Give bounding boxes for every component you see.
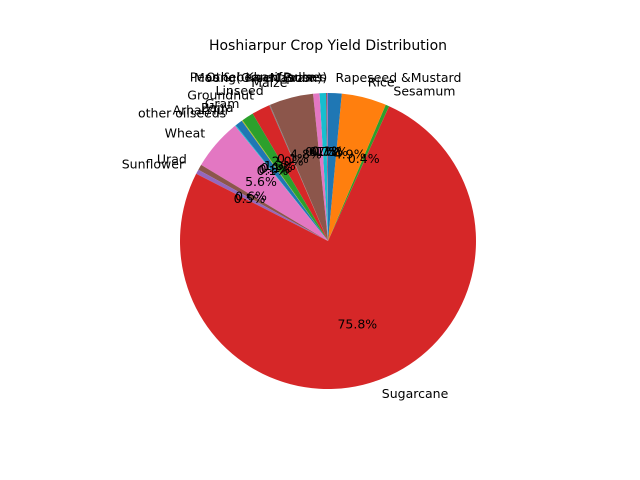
pie-slices (179, 92, 476, 390)
chart-title: Hoshiarpur Crop Yield Distribution (209, 38, 447, 54)
slice-percent-urad: 0.6% (235, 188, 267, 203)
slice-percent-arhar-tur: 0.8% (259, 162, 291, 177)
slice-percent-masoor: 0.7% (305, 144, 337, 159)
slice-percent-groundnut: 2.0% (272, 153, 304, 168)
slice-label-sunflower: Sunflower (122, 156, 185, 171)
slice-percent-rapeseed-mustard: 1.5% (316, 144, 348, 159)
slice-percent-rice: 4.9% (334, 146, 366, 161)
pie-slice-sunflower (196, 169, 328, 241)
slice-percent-linseed: 0.1% (277, 151, 309, 166)
slice-label-masoor: Masoor (270, 70, 316, 85)
pie-slice-masoor (313, 93, 328, 242)
slice-label-moong-green-gram: Moong(Green Gram) (194, 70, 322, 85)
slice-percent-moong-green-gram: 0.7% (309, 144, 341, 159)
pie-slice-peas-beans-pulses (326, 92, 328, 242)
slice-label-other-oilseeds: other oilseeds (138, 106, 226, 121)
slice-label-sugarcane: Sugarcane (382, 386, 449, 401)
pie-slice-groundnut (252, 105, 328, 242)
slice-label-bajra: Bajra (201, 100, 234, 115)
slice-percent-other-kharif-pulses: 0.1% (311, 144, 343, 159)
slice-label-arhar-tur: Arhar/Tur (173, 103, 231, 118)
slice-label-urad: Urad (157, 151, 187, 166)
slice-percent-maize: 4.8% (290, 147, 322, 162)
slice-label-rapeseed-mustard: Rapeseed &Mustard (336, 70, 462, 85)
pie-slice-gram (242, 113, 328, 241)
slice-label-maize: Maize (251, 75, 287, 90)
slice-label-linseed: Linseed (216, 83, 264, 98)
slice-label-sesamum: Sesamum (393, 83, 455, 98)
slice-label-wheat: Wheat (165, 126, 206, 141)
slice-percent-sugarcane: 75.8% (337, 316, 377, 331)
pie-slice-moong-green-gram (319, 93, 328, 241)
slice-percent-peas-beans-pulses: 0.1% (312, 144, 344, 159)
pie-slice-sugarcane (179, 106, 476, 390)
slice-label-rice: Rice (368, 75, 395, 90)
pie-slice-rice (328, 93, 386, 241)
slice-percent-bajra: 0.1% (261, 160, 293, 175)
pie-slice-rapeseed-mustard (327, 92, 342, 242)
slice-percent-sunflower: 0.5% (234, 191, 266, 206)
pie-slice-other-oilseeds (235, 125, 328, 241)
pie-slice-bajra (241, 120, 328, 241)
slice-percent-wheat: 5.6% (245, 174, 277, 189)
pie-slice-maize (270, 93, 328, 241)
slice-percent-gram: 1.3% (264, 158, 296, 173)
slice-percent-sesamum: 0.4% (348, 151, 380, 166)
pie-slice-sesamum (328, 104, 390, 241)
slice-label-gram: Gram (205, 96, 240, 111)
slice-percent-other-oilseeds: 0.1% (257, 163, 289, 178)
slice-label-peas-beans-pulses: Peas & beans (Pulses) (190, 70, 328, 85)
pie-slice-wheat (201, 125, 328, 241)
slice-percent-labels: 0.4%4.9%1.5%0.1%0.1%0.7%0.7%4.8%0.1%2.0%… (234, 144, 380, 332)
pie-slice-urad (198, 164, 328, 241)
pie-slice-linseed (269, 104, 328, 241)
slice-label-other-kharif-pulses: Other Kharif pulses (206, 70, 326, 85)
pie-slice-arhar-tur (235, 120, 328, 241)
slice-label-groundnut: Groundnut (187, 88, 254, 103)
pie-slice-other-kharif-pulses (326, 93, 328, 241)
